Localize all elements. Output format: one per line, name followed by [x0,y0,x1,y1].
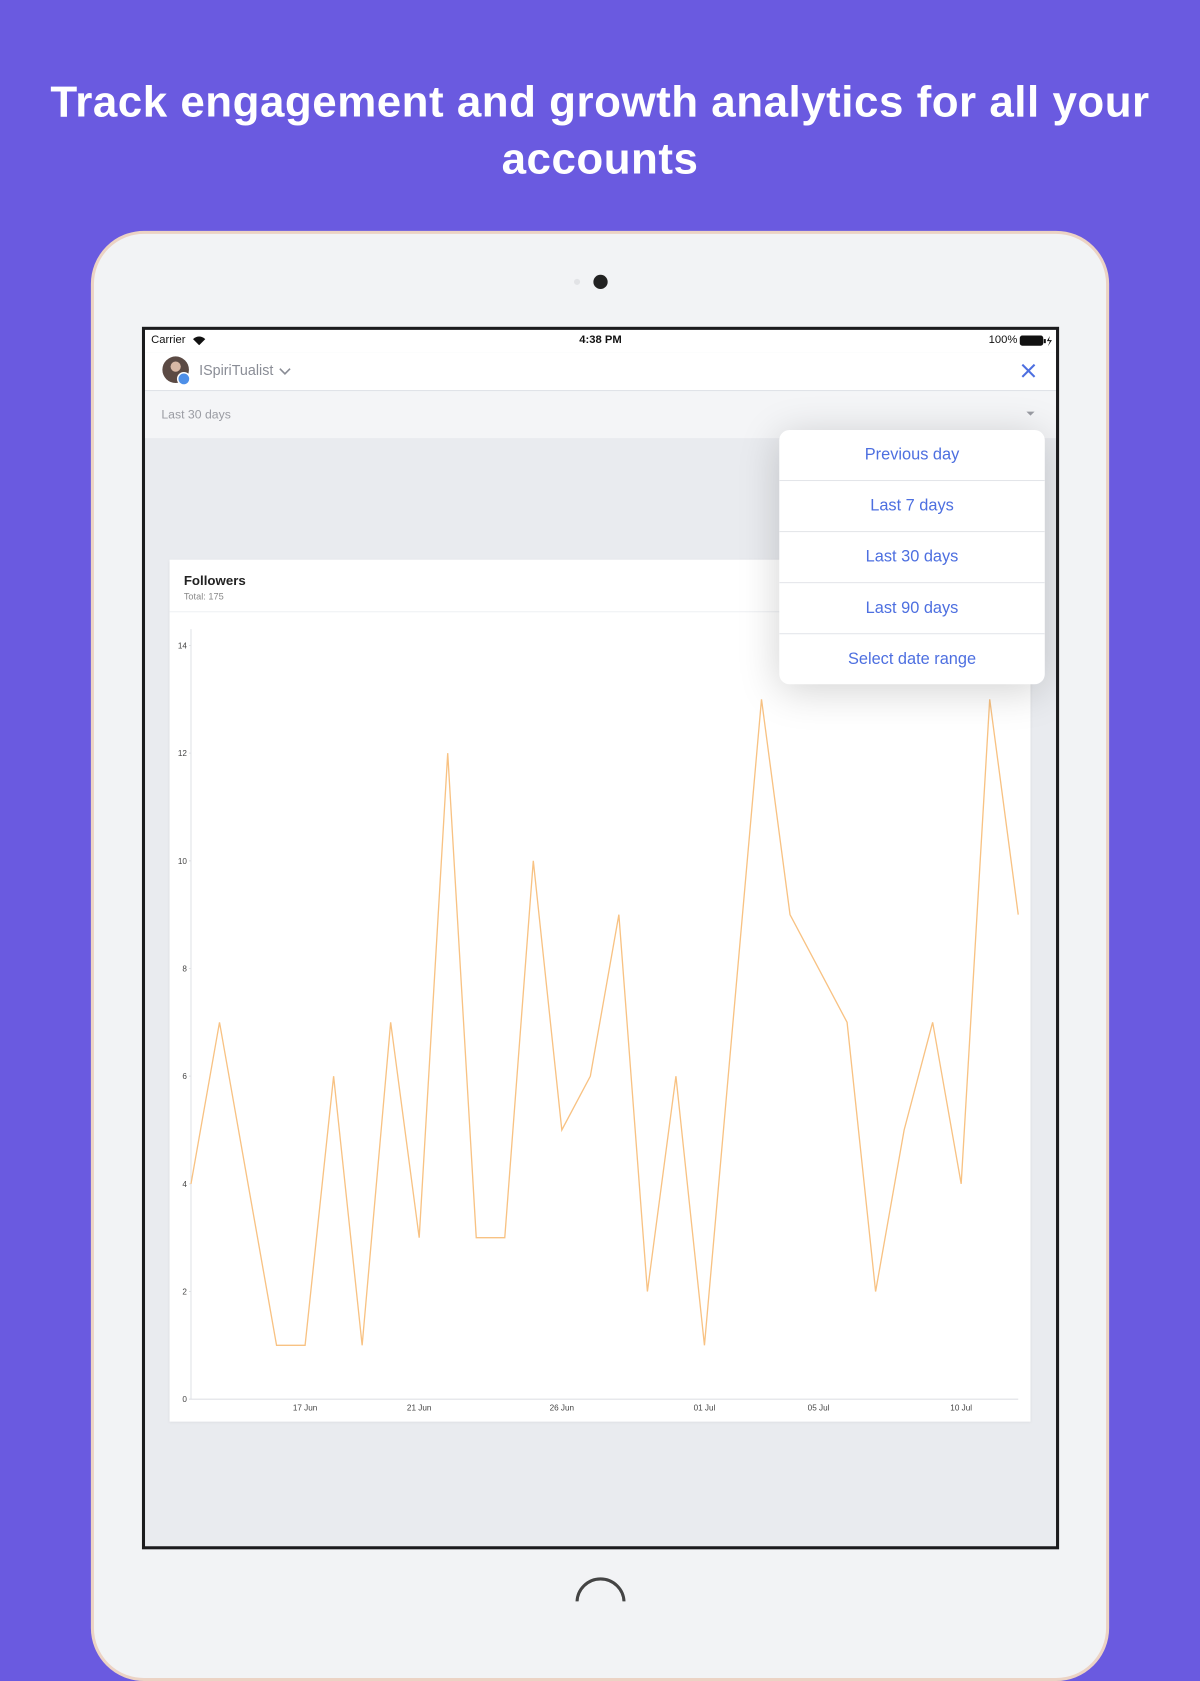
status-bar: Carrier 4:38 PM 100% [145,329,1057,353]
battery-icon [1019,335,1052,347]
y-tick-label: 4 [182,1180,187,1189]
x-tick-label: 05 Jul [808,1403,830,1412]
x-tick-label: 10 Jul [950,1403,972,1412]
y-tick-label: 14 [178,642,188,651]
chart-title: Followers [184,573,246,588]
avatar[interactable] [161,355,194,388]
chart-subtitle: Total: 175 [184,592,224,602]
stage: Track engagement and growth analytics fo… [50,77,1150,1681]
filter-caret [1026,411,1035,416]
y-tick-label: 6 [182,1072,187,1081]
menu-option[interactable]: Last 90 days [779,583,1045,635]
menu-option[interactable]: Previous day [779,430,1045,482]
x-tick-label: 17 Jun [293,1403,317,1412]
close-button[interactable] [1018,361,1038,381]
y-tick-label: 12 [178,749,188,758]
y-tick-label: 8 [182,965,187,974]
date-filter-selected[interactable]: Last 30 days [161,407,231,422]
battery-level: 100% [988,333,1018,347]
headline: Track engagement and growth analytics fo… [50,77,1150,184]
date-range-menu: Previous day Last 7 days Last 30 days Last … [779,429,1045,685]
x-tick-label: 26 Jun [550,1403,575,1412]
chart-card: Followers Total: 175 0 2 4 6 8 10 12 14 17 Jun 21… [169,559,1031,1422]
y-tick-label: 2 [182,1288,187,1297]
menu-option[interactable]: Select date range [847,650,977,668]
account-chevron[interactable] [278,366,292,378]
page: {"headline": "Track engagement and growt… [50,77,1150,1681]
wifi-icon [193,336,206,346]
y-tick-label: 0 [182,1395,187,1404]
clock: 4:38 PM [579,333,622,347]
carrier: Carrier [151,333,186,347]
y-tick-label: 10 [178,857,188,866]
x-tick-label: 21 Jun [407,1403,432,1412]
nav-bar: ISpiriTualist [145,352,1057,392]
followers-line [190,699,1019,1347]
home-button [575,1577,626,1602]
account-name[interactable]: ISpiriTualist [199,361,274,378]
chart: Followers Total: 175 0 2 4 6 8 10 12 14 17 Jun 21… [169,573,1031,1412]
menu-option[interactable]: Last 7 days [779,481,1045,533]
x-tick-label: 01 Jul [694,1403,716,1412]
menu-option[interactable]: Last 30 days [779,532,1045,584]
screen: Carrier 4:38 PM 100% ISpiriTualist Last … [141,326,1060,1550]
camera [573,274,608,290]
